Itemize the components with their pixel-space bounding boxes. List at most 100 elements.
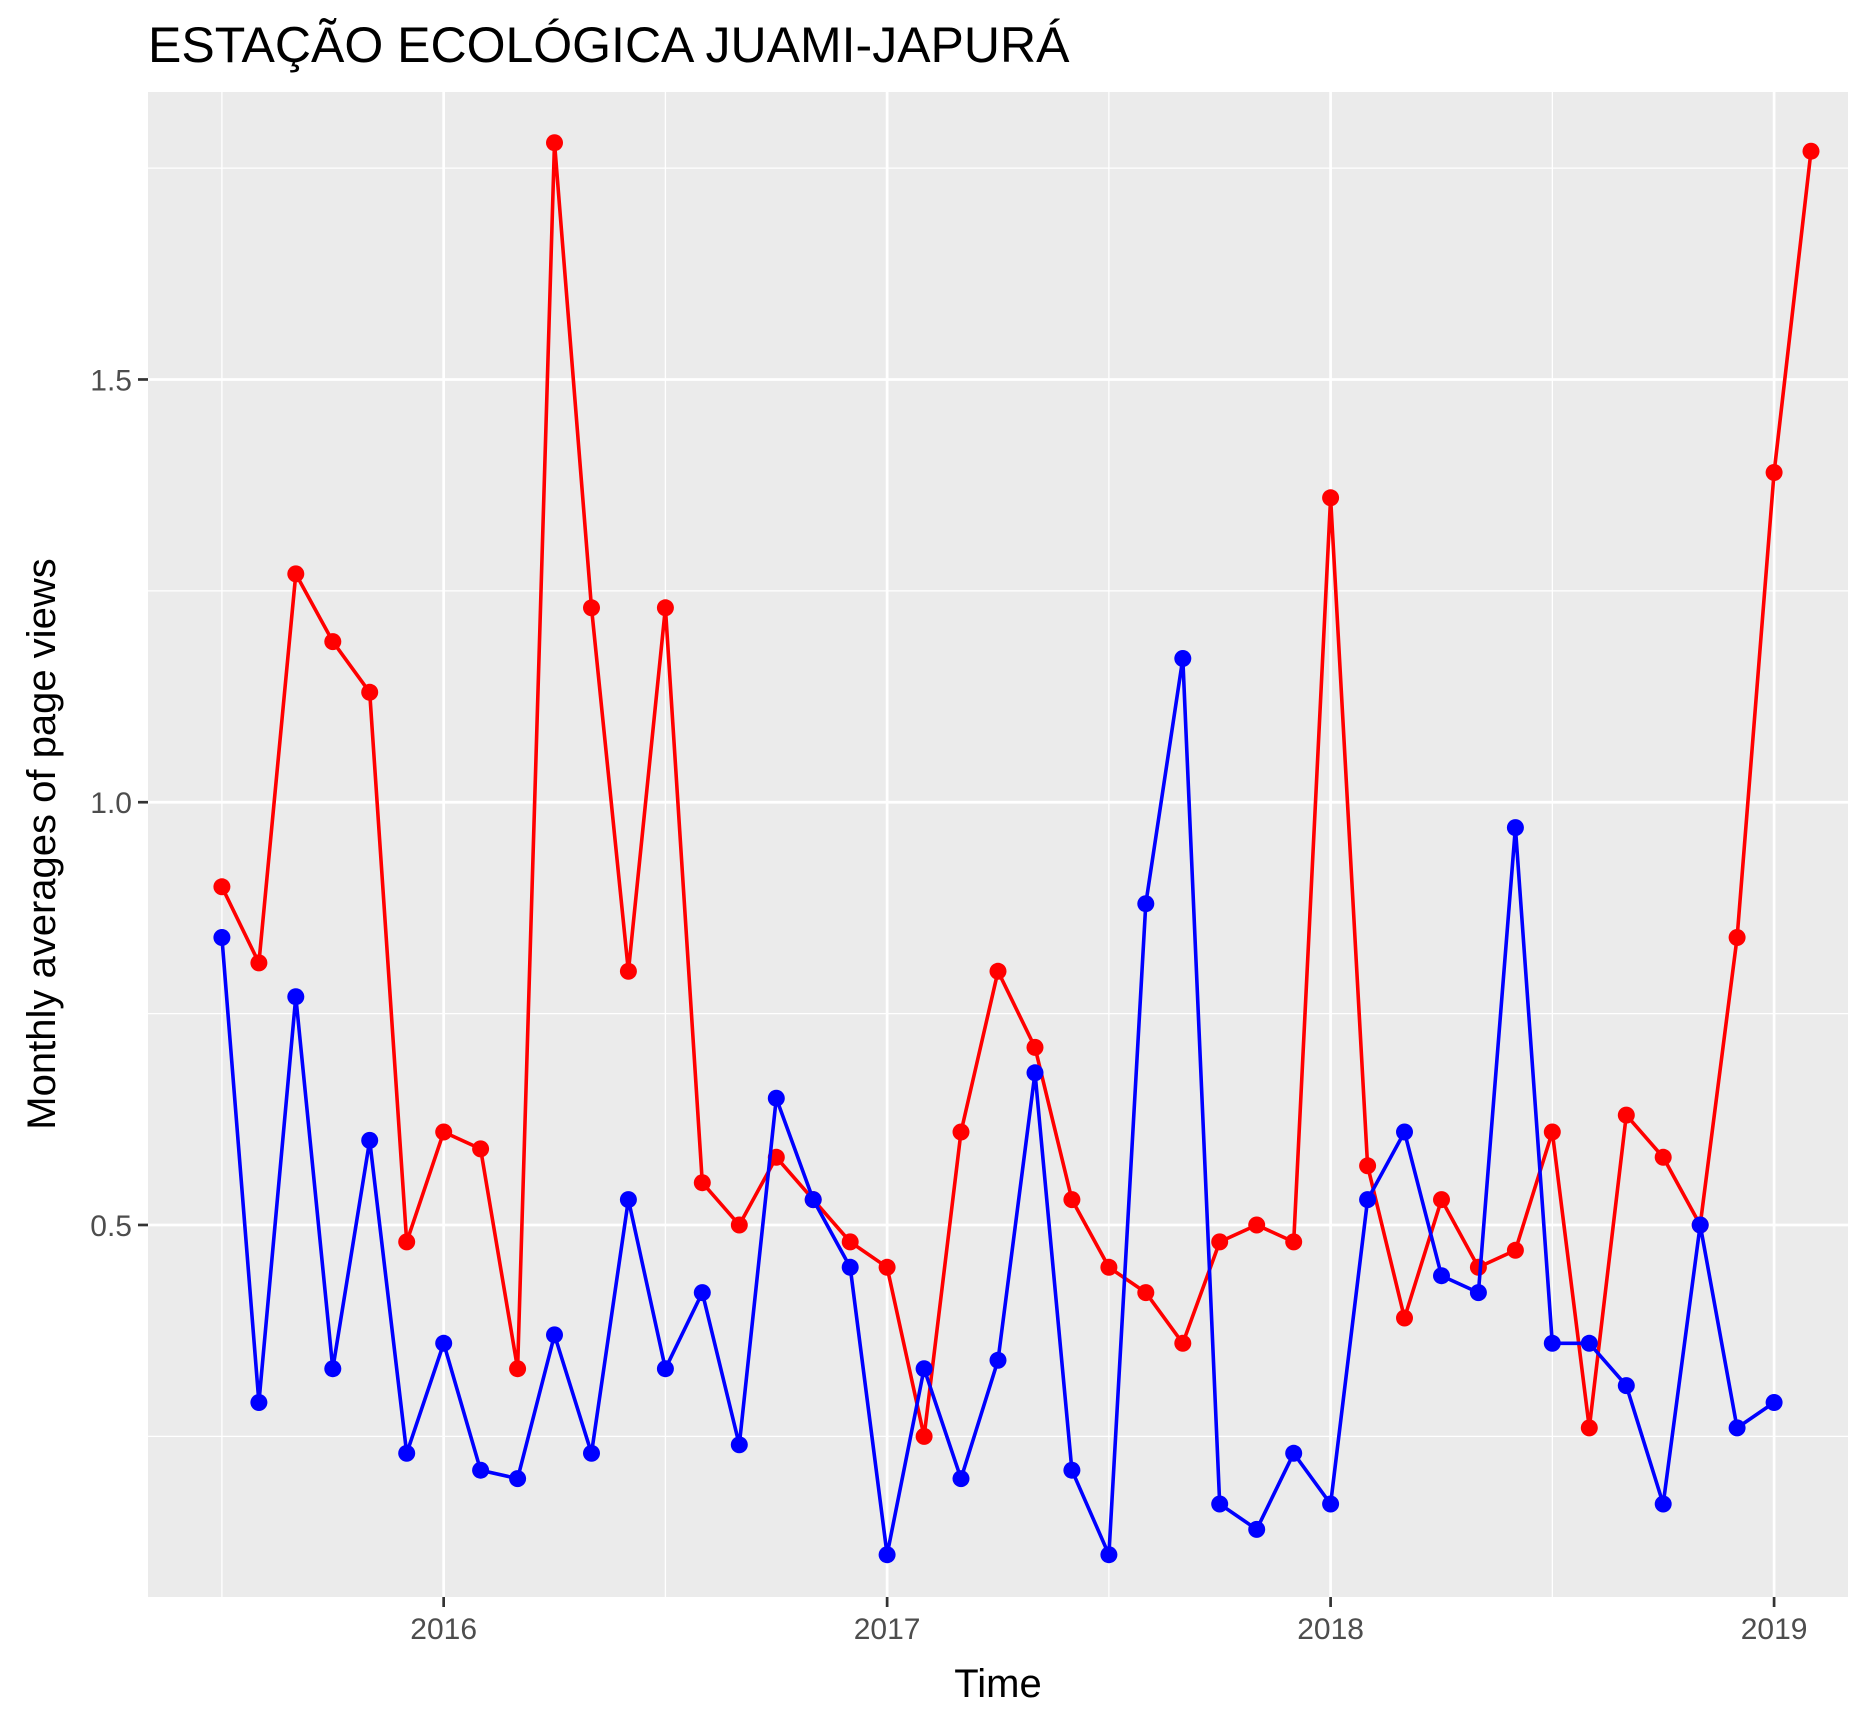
data-point — [1802, 142, 1820, 160]
data-point — [509, 1470, 527, 1488]
data-point — [1728, 1419, 1746, 1437]
y-axis-title: Monthly averages of page views — [20, 558, 64, 1129]
data-point — [1469, 1258, 1487, 1276]
axes: 2016 2017 2018 2019 0.5 1.0 1.5 — [90, 364, 1807, 1646]
data-point — [1137, 895, 1155, 913]
data-point — [1543, 1123, 1561, 1141]
data-point — [619, 1191, 637, 1209]
data-point — [1285, 1444, 1303, 1462]
data-point — [398, 1233, 416, 1251]
data-point — [213, 929, 231, 946]
y-tick-label: 1.5 — [90, 364, 132, 397]
data-point — [730, 1216, 748, 1234]
data-point — [1211, 1233, 1229, 1251]
x-tick-label: 2017 — [854, 1613, 921, 1646]
data-point — [1322, 1495, 1340, 1513]
data-point — [693, 1174, 711, 1192]
data-point — [1580, 1419, 1598, 1437]
data-point — [1396, 1309, 1413, 1327]
data-point — [1359, 1157, 1377, 1175]
data-point — [213, 878, 231, 896]
data-point — [361, 683, 379, 701]
plot-panel — [148, 92, 1848, 1597]
data-point — [546, 1326, 563, 1344]
data-point — [1026, 1064, 1044, 1082]
x-tick-label: 2018 — [1297, 1613, 1364, 1646]
data-point — [1174, 650, 1192, 667]
data-point — [435, 1334, 453, 1352]
data-point — [952, 1470, 970, 1488]
data-point — [1433, 1191, 1450, 1209]
data-point — [656, 1360, 674, 1378]
data-point — [546, 134, 563, 152]
data-point — [767, 1089, 785, 1107]
data-point — [693, 1284, 711, 1302]
data-point — [1063, 1191, 1081, 1209]
data-point — [989, 962, 1007, 980]
data-point — [287, 988, 305, 1006]
data-point — [250, 1394, 268, 1411]
data-point — [1063, 1461, 1081, 1479]
data-point — [583, 599, 600, 617]
data-point — [952, 1123, 970, 1141]
data-point — [989, 1351, 1007, 1369]
data-point — [1174, 1334, 1192, 1352]
data-point — [1322, 489, 1340, 507]
data-point — [1285, 1233, 1303, 1251]
data-point — [1617, 1106, 1635, 1124]
data-point — [1506, 819, 1524, 837]
data-point — [915, 1360, 933, 1378]
data-point — [287, 565, 305, 583]
data-point — [250, 954, 268, 972]
data-point — [1765, 464, 1783, 481]
data-point — [1691, 1216, 1709, 1234]
series-layer — [213, 134, 1820, 1564]
data-point — [435, 1123, 453, 1141]
data-point — [583, 1444, 600, 1462]
data-point — [730, 1436, 748, 1454]
y-tick-label: 0.5 — [90, 1210, 132, 1243]
data-point — [398, 1444, 416, 1462]
x-tick-label: 2019 — [1741, 1613, 1808, 1646]
data-point — [1100, 1546, 1118, 1564]
data-point — [509, 1360, 527, 1378]
data-point — [324, 1360, 342, 1378]
data-point — [1654, 1148, 1672, 1166]
data-point — [841, 1258, 859, 1276]
x-axis-title: Time — [954, 1662, 1041, 1706]
data-point — [1248, 1520, 1266, 1538]
data-point — [619, 962, 637, 980]
data-point — [804, 1191, 822, 1209]
data-point — [1211, 1495, 1229, 1513]
data-point — [1506, 1241, 1524, 1259]
data-point — [1100, 1258, 1118, 1276]
data-point — [915, 1427, 933, 1445]
data-point — [1026, 1038, 1044, 1056]
data-point — [1654, 1495, 1672, 1513]
data-point — [878, 1546, 896, 1564]
data-point — [1396, 1123, 1413, 1141]
data-point — [878, 1258, 896, 1276]
data-point — [1543, 1334, 1561, 1352]
data-point — [841, 1233, 859, 1251]
series-line-1 — [220, 140, 1813, 1439]
y-tick-label: 1.0 — [90, 787, 132, 820]
data-point — [1469, 1284, 1487, 1302]
data-point — [656, 599, 674, 617]
data-point — [1248, 1216, 1266, 1234]
minor-gridlines — [148, 92, 1848, 1597]
data-point — [1617, 1377, 1635, 1395]
data-point — [1137, 1284, 1155, 1302]
x-tick-label: 2016 — [410, 1613, 477, 1646]
chart-title: ESTAÇÃO ECOLÓGICA JUAMI-JAPURÁ — [148, 17, 1070, 73]
data-point — [1580, 1334, 1598, 1352]
data-point — [1728, 929, 1746, 946]
data-point — [1433, 1267, 1450, 1285]
data-point — [1359, 1191, 1377, 1209]
data-point — [472, 1461, 490, 1479]
data-point — [1765, 1394, 1783, 1411]
data-point — [472, 1140, 490, 1158]
data-point — [361, 1131, 379, 1149]
data-point — [324, 633, 342, 651]
